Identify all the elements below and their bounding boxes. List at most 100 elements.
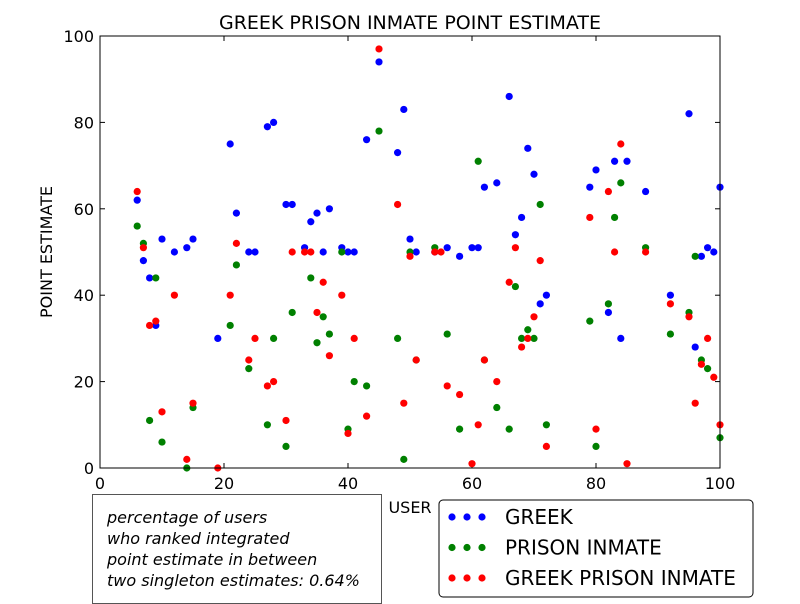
chart-title: GREEK PRISON INMATE POINT ESTIMATE xyxy=(219,12,601,34)
data-point-series-2 xyxy=(350,334,358,342)
legend: GREEK PRISON INMATE GREEK PRISON INMATE xyxy=(438,499,754,598)
legend-marker xyxy=(448,513,456,521)
data-point-series-1 xyxy=(133,222,141,230)
x-axis-label: USER xyxy=(388,498,431,517)
data-point-series-2 xyxy=(536,257,544,265)
data-point-series-2 xyxy=(710,373,718,381)
data-point-series-0 xyxy=(611,157,619,165)
data-point-series-0 xyxy=(530,170,538,178)
data-point-series-1 xyxy=(307,274,315,282)
data-point-series-2 xyxy=(394,200,402,209)
data-point-series-2 xyxy=(263,382,271,390)
data-point-series-1 xyxy=(363,382,371,390)
data-point-series-1 xyxy=(456,425,464,433)
data-point-series-1 xyxy=(394,334,402,342)
data-point-series-2 xyxy=(282,416,290,425)
data-point-series-0 xyxy=(505,92,513,101)
legend-marker xyxy=(478,574,486,582)
data-point-series-0 xyxy=(623,157,631,165)
data-point-series-1 xyxy=(474,157,482,165)
annotation-box: percentage of users who ranked integrate… xyxy=(92,494,382,604)
data-point-series-0 xyxy=(288,200,296,209)
data-point-series-0 xyxy=(325,205,333,213)
data-point-series-0 xyxy=(170,248,178,256)
data-point-series-1 xyxy=(604,300,613,308)
data-point-series-0 xyxy=(412,248,420,256)
data-point-series-2 xyxy=(400,399,408,407)
data-point-series-2 xyxy=(586,213,594,222)
data-point-series-0 xyxy=(350,248,358,256)
data-point-series-2 xyxy=(437,248,445,256)
data-point-series-2 xyxy=(623,460,631,468)
data-point-series-0 xyxy=(139,257,147,265)
data-point-series-2 xyxy=(505,278,513,286)
y-tick-label: 0 xyxy=(84,459,94,478)
x-tick-label: 80 xyxy=(586,474,606,493)
data-point-series-2 xyxy=(313,308,321,317)
data-point-series-2 xyxy=(666,300,675,308)
data-point-series-0 xyxy=(586,183,594,191)
data-point-series-0 xyxy=(400,105,408,114)
data-point-series-0 xyxy=(642,187,650,196)
data-point-series-1 xyxy=(666,330,675,338)
data-point-series-2 xyxy=(697,360,706,368)
data-point-series-1 xyxy=(611,213,619,222)
data-point-series-2 xyxy=(456,390,464,399)
data-point-series-0 xyxy=(189,235,197,243)
data-point-series-2 xyxy=(363,412,371,420)
data-point-series-2 xyxy=(611,248,619,256)
data-point-series-2 xyxy=(468,460,476,468)
data-point-series-0 xyxy=(542,291,551,299)
data-point-series-2 xyxy=(642,248,650,256)
plot-frame xyxy=(99,35,721,469)
data-point-series-0 xyxy=(251,248,259,256)
data-point-series-0 xyxy=(592,166,600,174)
x-tick-label: 100 xyxy=(705,474,736,493)
data-point-series-0 xyxy=(263,123,271,131)
data-point-series-0 xyxy=(617,334,625,342)
data-point-series-1 xyxy=(536,200,544,209)
data-point-series-0 xyxy=(493,179,501,187)
y-tick-label: 60 xyxy=(74,200,94,219)
data-point-series-0 xyxy=(394,149,402,157)
data-point-series-1 xyxy=(704,365,712,373)
legend-marker xyxy=(463,543,471,552)
data-point-series-2 xyxy=(524,334,532,342)
data-point-series-0 xyxy=(158,235,166,243)
data-point-series-2 xyxy=(443,382,451,390)
data-point-series-0 xyxy=(604,308,613,317)
data-point-series-2 xyxy=(232,239,240,247)
x-tick-label: 0 xyxy=(95,474,105,493)
annotation-line-3: point estimate in between xyxy=(107,550,318,569)
legend-label: PRISON INMATE xyxy=(505,536,662,560)
data-point-series-1 xyxy=(400,455,408,463)
data-point-series-1 xyxy=(245,365,253,373)
data-point-series-2 xyxy=(152,317,160,325)
data-point-series-0 xyxy=(518,213,526,222)
legend-marker xyxy=(448,543,456,552)
data-point-series-1 xyxy=(232,261,240,269)
y-tick-label: 80 xyxy=(74,113,94,132)
data-point-series-2 xyxy=(474,421,482,429)
legend-marker xyxy=(448,574,456,582)
data-point-series-2 xyxy=(133,187,141,196)
data-point-series-1 xyxy=(325,330,333,338)
data-point-series-2 xyxy=(375,45,383,53)
data-point-series-0 xyxy=(245,248,253,256)
x-tick-label: 20 xyxy=(214,474,234,493)
data-point-series-1 xyxy=(542,421,551,429)
data-point-series-1 xyxy=(263,421,271,429)
data-point-series-1 xyxy=(592,442,600,450)
data-point-series-2 xyxy=(493,378,501,386)
data-point-series-2 xyxy=(270,378,278,386)
data-point-series-1 xyxy=(282,442,290,450)
data-point-series-0 xyxy=(710,248,718,256)
legend-marker xyxy=(478,513,486,521)
data-point-series-0 xyxy=(456,252,464,260)
data-point-series-1 xyxy=(505,425,513,433)
data-point-series-2 xyxy=(480,356,488,364)
data-point-series-2 xyxy=(406,252,414,260)
legend-label: GREEK xyxy=(505,505,574,529)
data-point-series-0 xyxy=(666,291,675,299)
data-point-series-2 xyxy=(344,429,352,438)
